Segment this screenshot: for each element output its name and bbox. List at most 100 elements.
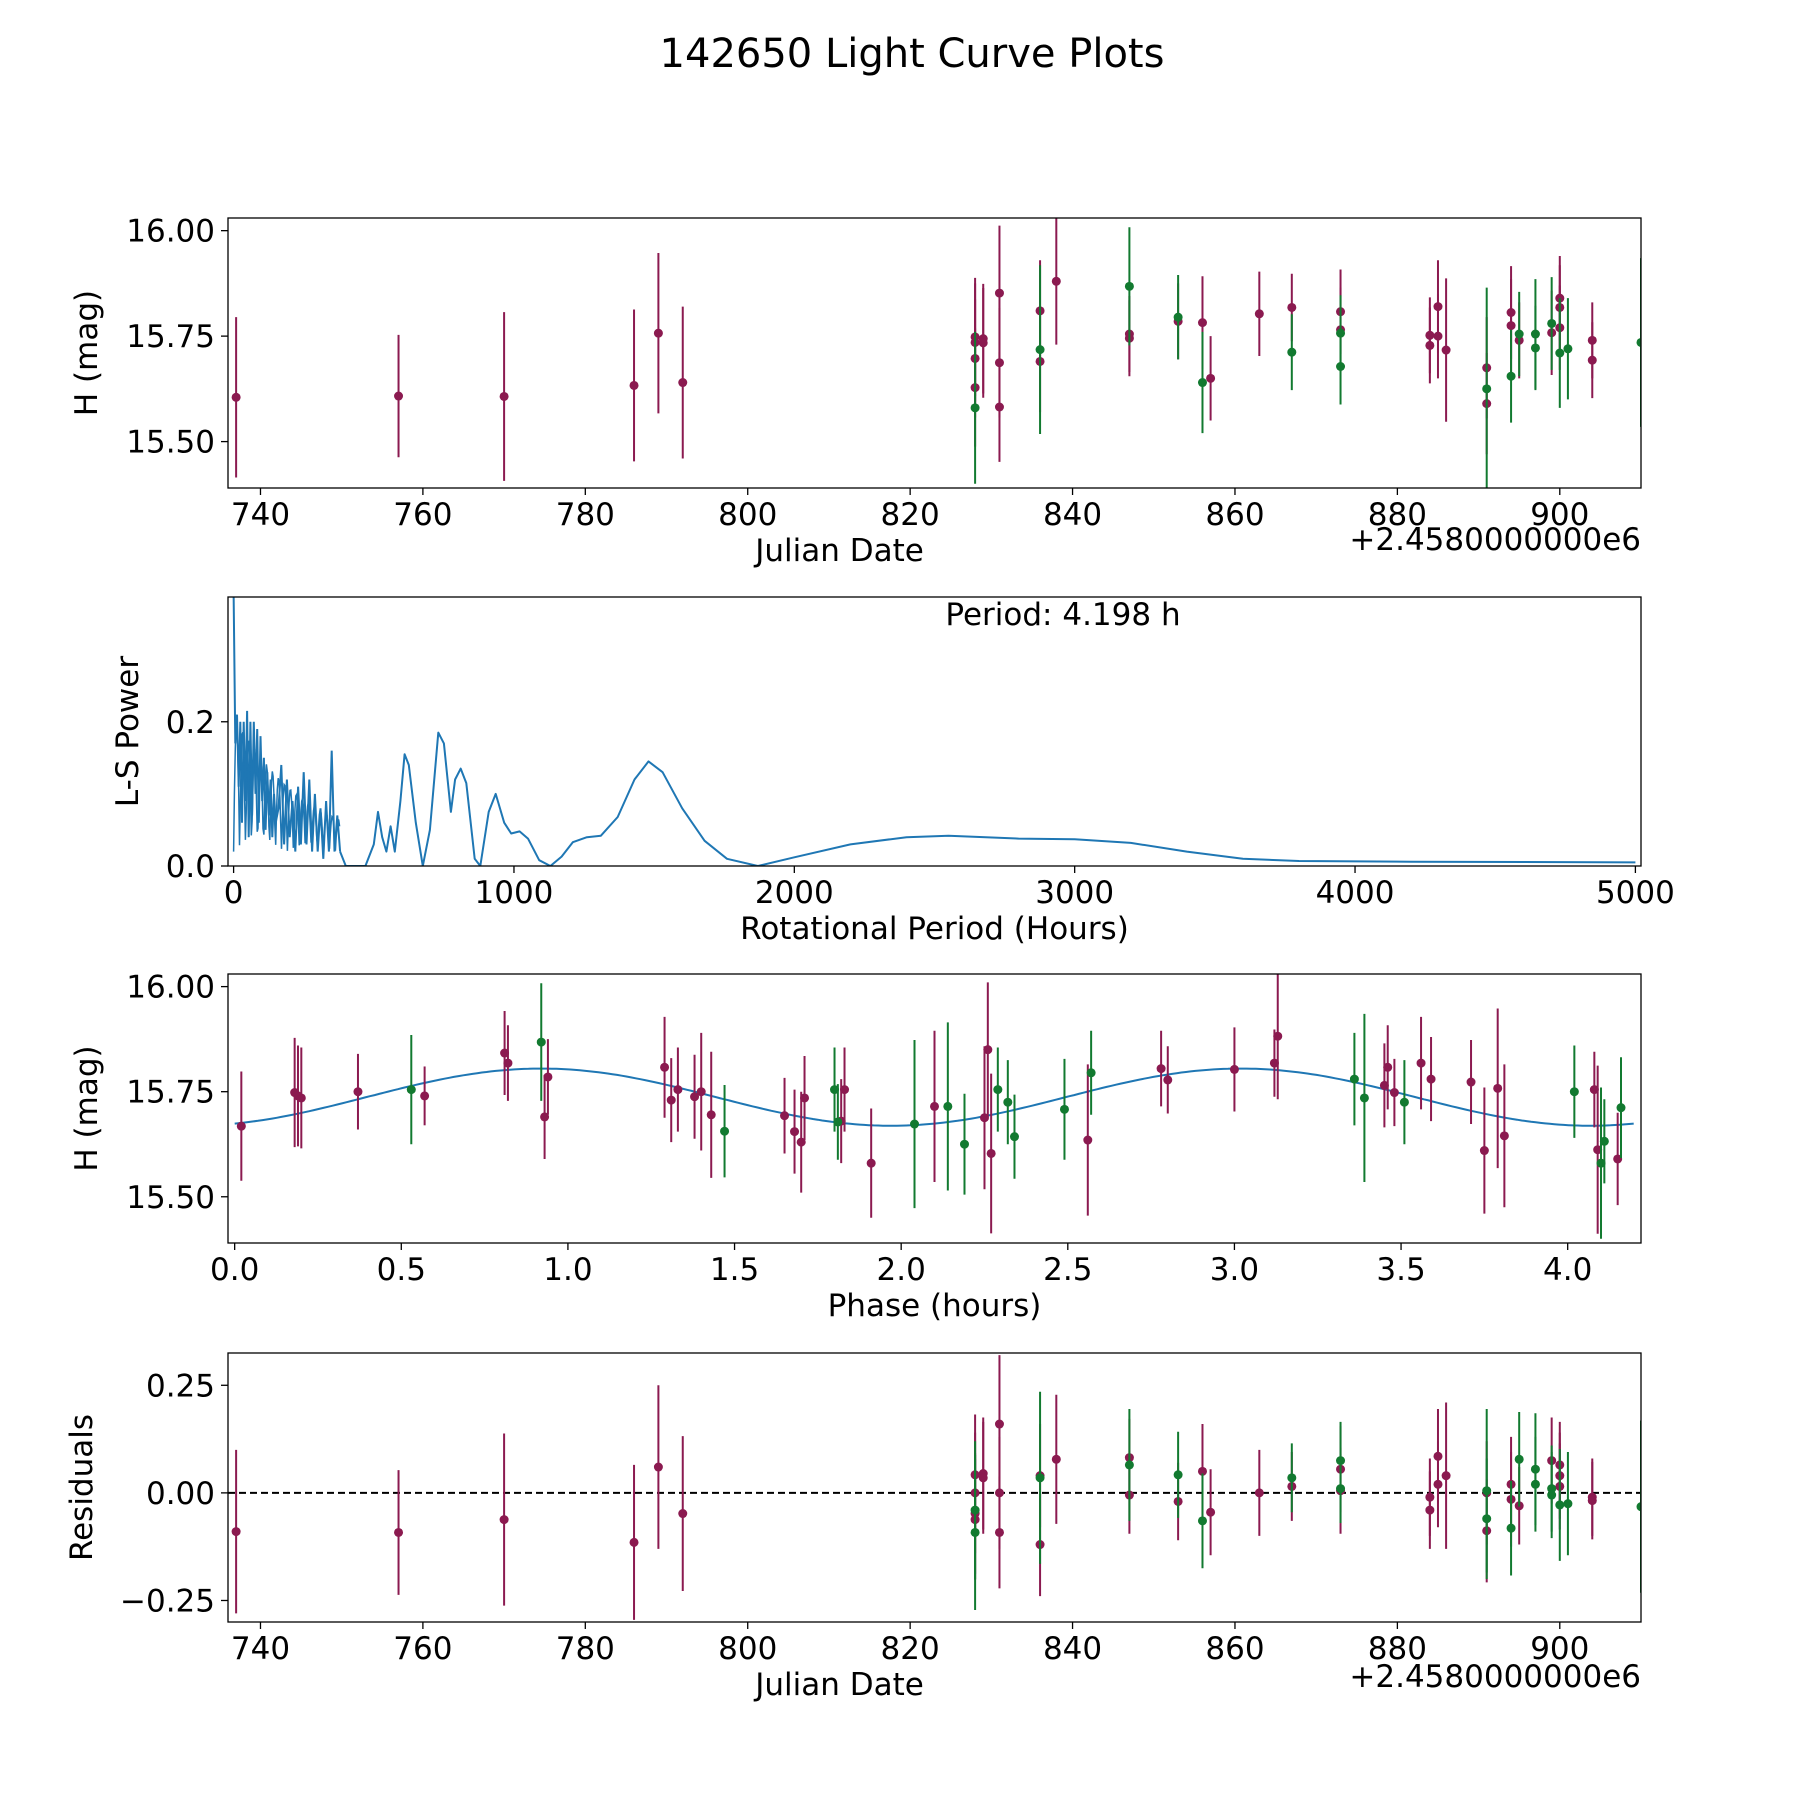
axes-frame <box>227 1352 1642 1623</box>
x-tick-label: 0.5 <box>377 1252 426 1288</box>
data-point-purple <box>499 391 509 401</box>
plot-area <box>231 218 1641 488</box>
data-point-green <box>1287 1473 1297 1483</box>
data-point-green <box>1009 1132 1019 1142</box>
data-point-purple <box>978 1473 988 1483</box>
data-point-purple <box>983 1045 993 1055</box>
y-axis-label: H (mag) <box>69 1045 105 1171</box>
data-point-purple <box>690 1092 700 1102</box>
data-point-green <box>1124 1460 1134 1470</box>
panel-lightcurve: 740 760 780 800 820 840 860 880 900 15.50 15.75 16.… <box>69 214 1642 569</box>
data-point-purple <box>500 1048 510 1058</box>
data-point-purple <box>1499 1131 1509 1141</box>
data-point-green <box>1616 1103 1626 1113</box>
data-point-green <box>1035 345 1045 355</box>
x-tick-label: 900 <box>1530 497 1589 533</box>
x-tick-label: 2.0 <box>877 1252 926 1288</box>
data-point-green <box>833 1117 843 1127</box>
x-tick-label: 3000 <box>1035 875 1114 911</box>
x-tick-label: 4000 <box>1316 875 1395 911</box>
data-point-purple <box>1156 1064 1166 1074</box>
x-tick-label: 840 <box>1043 1631 1102 1667</box>
data-point-purple <box>994 1419 1004 1429</box>
data-point-purple <box>1273 1031 1283 1041</box>
figure-title: 142650 Light Curve Plots <box>660 31 1165 77</box>
data-point-purple <box>629 380 639 390</box>
data-point-purple <box>1197 318 1207 328</box>
data-point-purple <box>236 1121 246 1131</box>
data-point-green <box>536 1037 546 1047</box>
y-axis-label: L-S Power <box>110 656 146 807</box>
data-point-purple <box>1426 1074 1436 1084</box>
data-point-green <box>1636 337 1641 347</box>
data-point-purple <box>1206 373 1216 383</box>
data-point-green <box>1173 1470 1183 1480</box>
data-point-purple <box>1206 1507 1216 1517</box>
y-tick-label: 16.00 <box>126 214 215 250</box>
y-tick-label: 0.00 <box>146 1476 215 1512</box>
data-point-purple <box>653 1462 663 1472</box>
x-tick-label: 1.0 <box>543 1252 592 1288</box>
data-point-purple <box>629 1537 639 1547</box>
data-point-green <box>1197 1516 1207 1526</box>
x-tick-label: 780 <box>556 1631 615 1667</box>
x-tick-label: 800 <box>718 497 777 533</box>
data-point-purple <box>1433 1479 1443 1489</box>
axes-frame <box>227 973 1642 1244</box>
axes-frame <box>227 217 1642 489</box>
x-tick-label: 780 <box>556 497 615 533</box>
panel-phased: 0.0 0.5 1.0 1.5 2.0 2.5 3.0 3.5 4.0 15.50 15.75 16.… <box>69 970 1642 1324</box>
data-point-green <box>1547 318 1557 328</box>
data-point-green <box>1035 1473 1045 1483</box>
x-axis-offset-label: +2.4580000000e6 <box>1349 1659 1641 1695</box>
data-point-green <box>1530 1479 1540 1489</box>
data-point-purple <box>1269 1058 1279 1068</box>
data-point-purple <box>796 1137 806 1147</box>
x-tick-label: 820 <box>881 497 940 533</box>
data-point-green <box>959 1139 969 1149</box>
data-point-purple <box>666 1095 676 1105</box>
data-point-purple <box>840 1085 850 1095</box>
data-point-purple <box>1379 1080 1389 1090</box>
data-point-purple <box>1425 340 1435 350</box>
y-tick-label: 15.75 <box>126 319 215 355</box>
x-tick-label: 880 <box>1368 497 1427 533</box>
plot-area <box>234 974 1634 1239</box>
data-point-purple <box>1479 1146 1489 1156</box>
data-point-green <box>1547 1490 1557 1500</box>
x-tick-label: 760 <box>393 497 452 533</box>
data-point-purple <box>1466 1077 1476 1087</box>
x-tick-label: 880 <box>1368 1631 1427 1667</box>
y-tick-label: 16.00 <box>126 970 215 1006</box>
data-point-purple <box>678 378 688 388</box>
data-point-green <box>1563 1499 1573 1509</box>
data-point-purple <box>1613 1154 1623 1164</box>
data-point-purple <box>994 402 1004 412</box>
data-point-green <box>1336 328 1346 338</box>
x-tick-label: 4.0 <box>1543 1252 1592 1288</box>
x-tick-label: 820 <box>881 1631 940 1667</box>
y-tick-label: 0.2 <box>166 705 215 741</box>
data-point-purple <box>1493 1083 1503 1093</box>
y-tick-label: 0.25 <box>146 1368 215 1404</box>
data-point-green <box>1336 1484 1346 1494</box>
y-tick-label: 0.0 <box>166 849 215 885</box>
data-point-green <box>1059 1104 1069 1114</box>
data-point-purple <box>1593 1145 1603 1155</box>
data-point-purple <box>1383 1062 1393 1072</box>
data-point-purple <box>1389 1088 1399 1098</box>
y-tick-label: −0.25 <box>120 1583 215 1619</box>
data-point-purple <box>1051 276 1061 286</box>
panels: 740 760 780 800 820 840 860 880 900 15.50 15.75 16.… <box>64 214 1675 1703</box>
x-axis-label: Julian Date <box>753 1667 924 1703</box>
data-point-purple <box>1425 1505 1435 1515</box>
data-point-purple <box>986 1148 996 1158</box>
data-point-green <box>1569 1087 1579 1097</box>
data-point-green <box>1596 1158 1606 1168</box>
data-point-green <box>406 1085 416 1095</box>
data-point-purple <box>296 1093 306 1103</box>
x-tick-label: 2000 <box>755 875 834 911</box>
data-point-purple <box>1287 302 1297 312</box>
plot-area <box>228 1355 1641 1620</box>
data-point-purple <box>231 392 241 402</box>
